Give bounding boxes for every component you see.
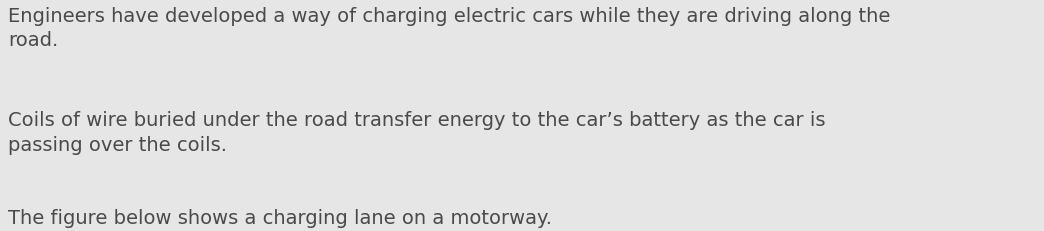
Text: Engineers have developed a way of charging electric cars while they are driving : Engineers have developed a way of chargi… — [8, 7, 891, 50]
Text: The figure below shows a charging lane on a motorway.: The figure below shows a charging lane o… — [8, 208, 552, 227]
Text: Coils of wire buried under the road transfer energy to the car’s battery as the : Coils of wire buried under the road tran… — [8, 111, 826, 154]
